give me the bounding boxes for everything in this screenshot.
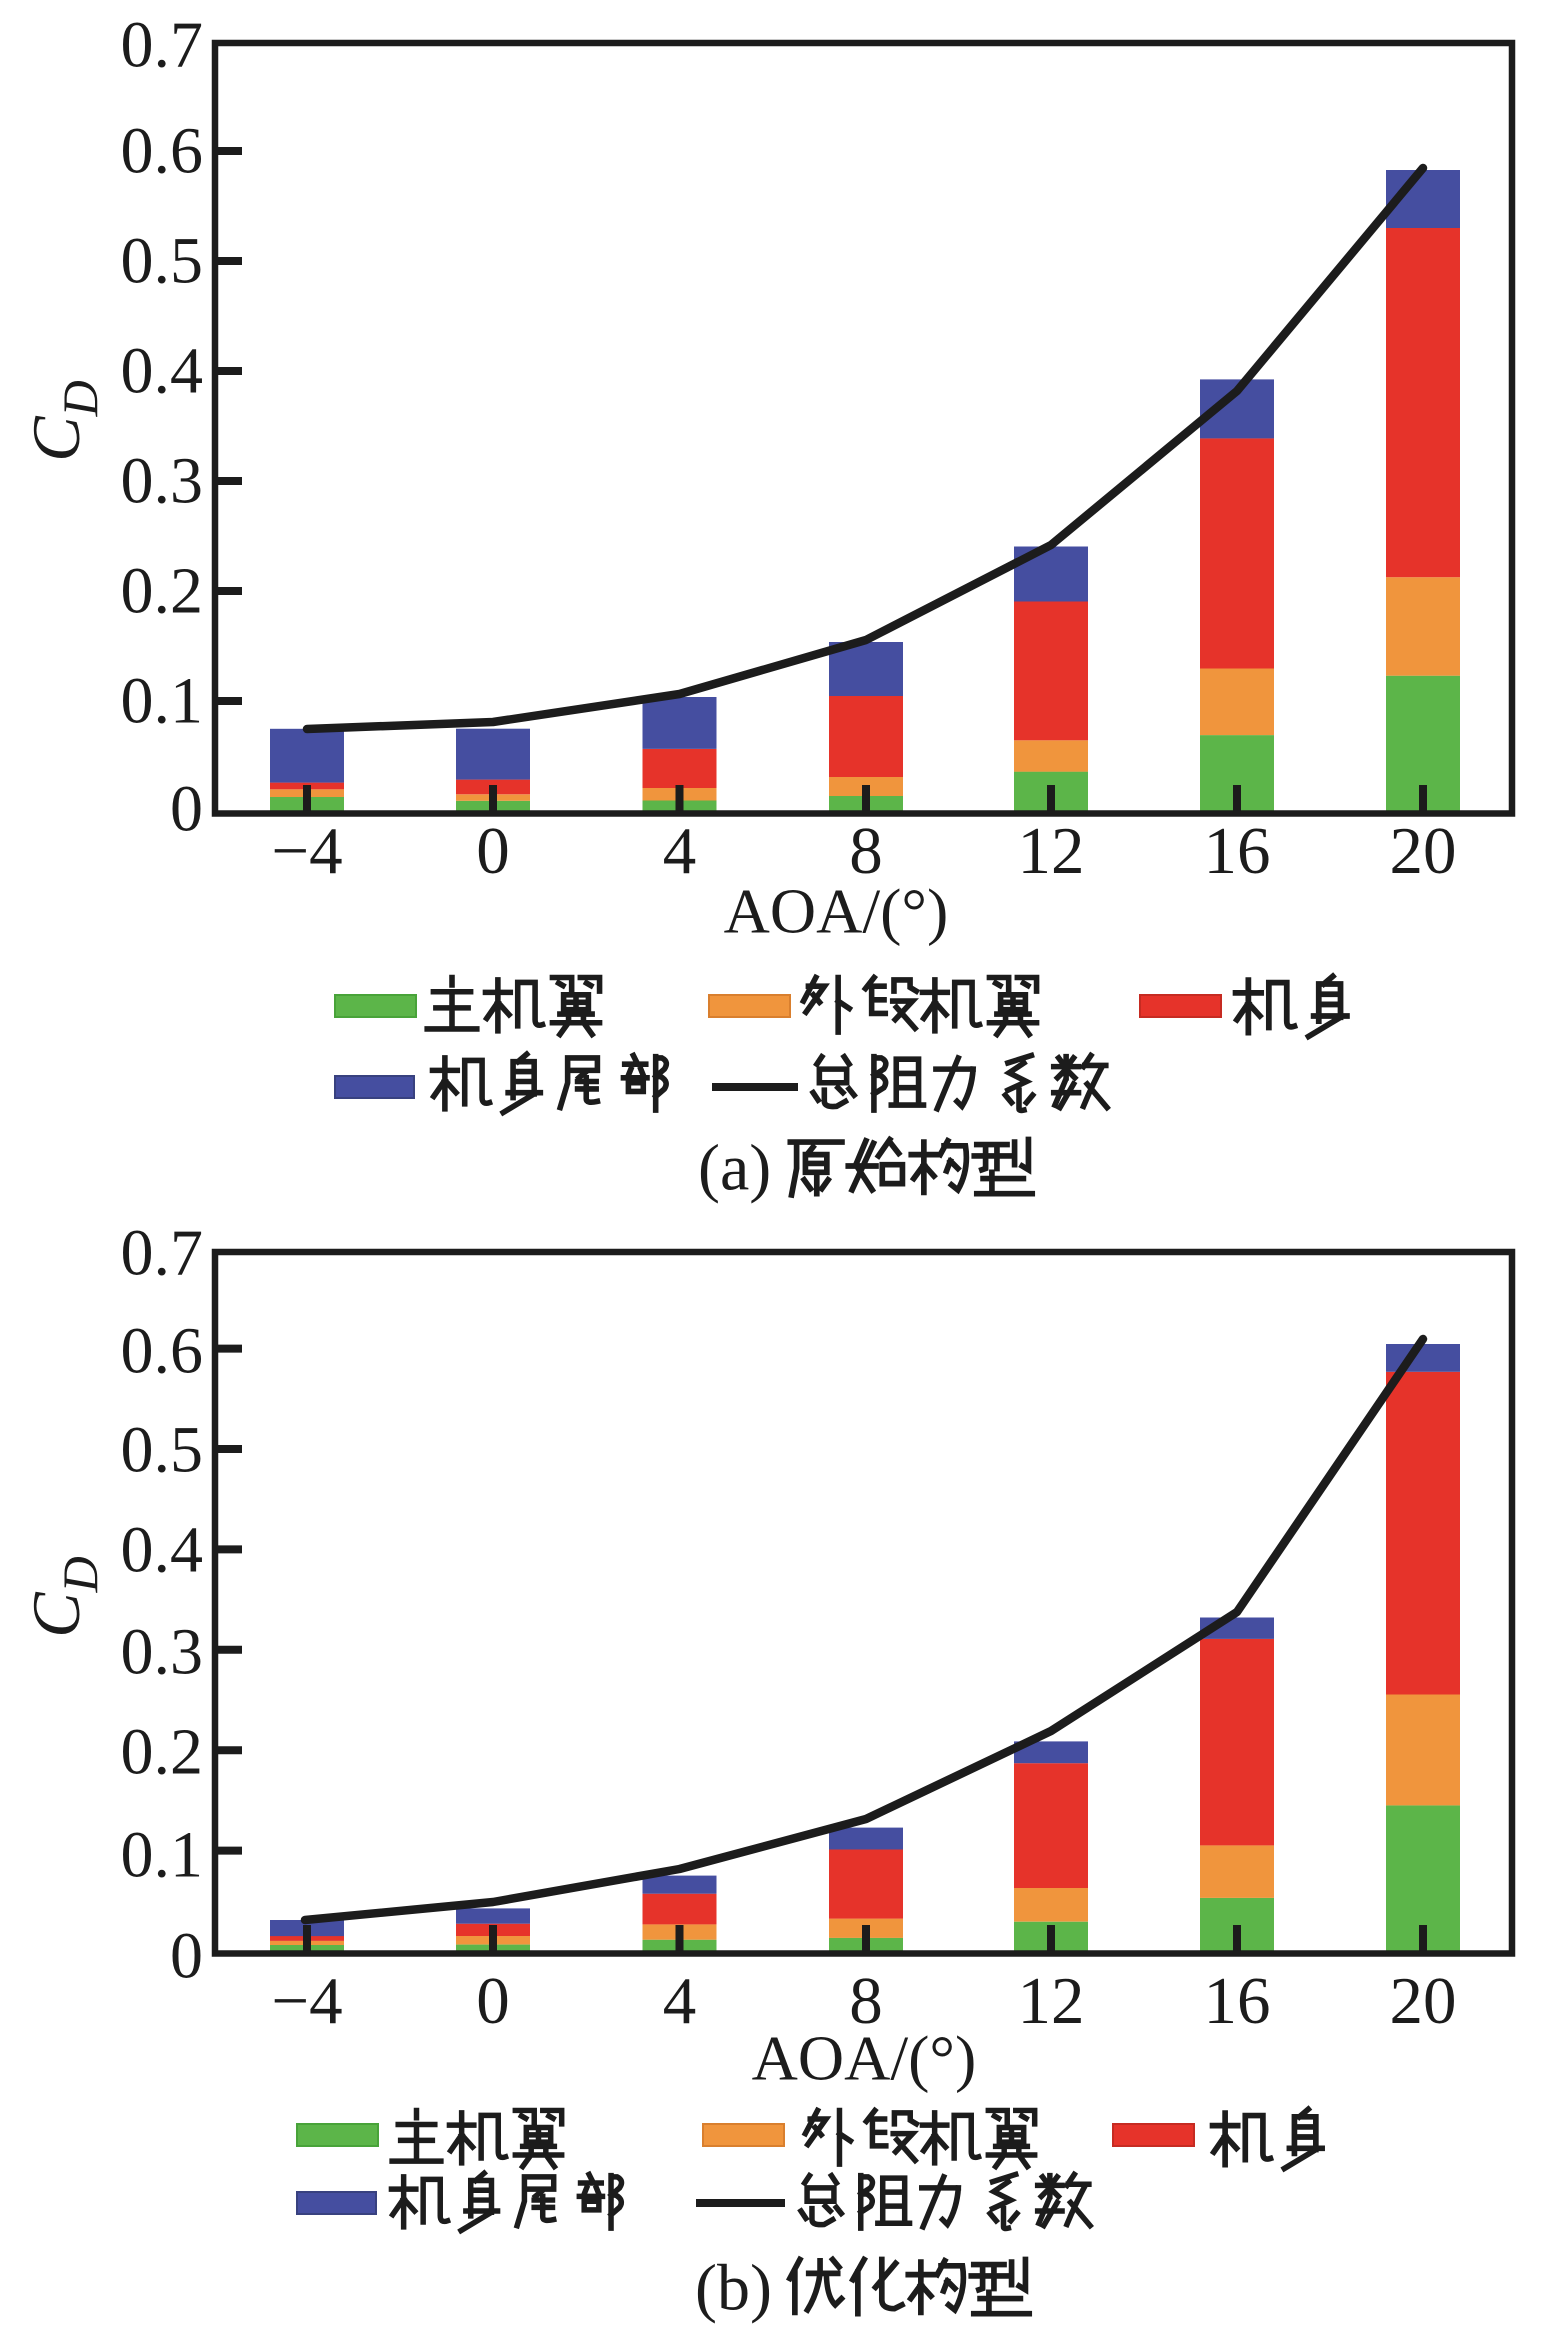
svg-text:(b): (b)	[695, 2252, 772, 2325]
svg-text:0.3: 0.3	[121, 445, 204, 518]
svg-text:AOA/(°): AOA/(°)	[724, 876, 949, 947]
svg-text:0.2: 0.2	[121, 1716, 204, 1789]
svg-text:0.1: 0.1	[121, 665, 204, 738]
svg-text:0.4: 0.4	[121, 335, 204, 408]
svg-text:12: 12	[1018, 814, 1085, 888]
svg-text:0.3: 0.3	[121, 1616, 204, 1689]
svg-text:0.1: 0.1	[121, 1819, 204, 1892]
svg-text:0.6: 0.6	[121, 115, 204, 188]
svg-text:16: 16	[1204, 1964, 1271, 2038]
svg-text:0.7: 0.7	[121, 1217, 204, 1290]
svg-text:−4: −4	[271, 1964, 342, 2038]
svg-text:0: 0	[476, 814, 510, 888]
svg-text:(a): (a)	[698, 1132, 771, 1205]
svg-text:12: 12	[1018, 1964, 1085, 2038]
svg-text:20: 20	[1390, 814, 1457, 888]
svg-text:0: 0	[170, 773, 203, 846]
svg-text:8: 8	[849, 1964, 883, 2038]
svg-text:0.6: 0.6	[121, 1315, 204, 1388]
svg-text:4: 4	[663, 814, 697, 888]
svg-text:AOA/(°): AOA/(°)	[752, 2023, 977, 2094]
svg-text:20: 20	[1390, 1964, 1457, 2038]
svg-text:4: 4	[663, 1964, 697, 2038]
svg-text:0.5: 0.5	[121, 1414, 204, 1487]
svg-text:−4: −4	[271, 814, 342, 888]
svg-text:0: 0	[476, 1964, 510, 2038]
svg-text:0: 0	[170, 1920, 203, 1993]
svg-text:0.4: 0.4	[121, 1514, 204, 1587]
svg-text:0.7: 0.7	[121, 9, 204, 82]
svg-text:0.5: 0.5	[121, 225, 204, 298]
svg-text:16: 16	[1204, 814, 1271, 888]
svg-text:8: 8	[849, 814, 883, 888]
svg-text:0.2: 0.2	[121, 555, 204, 628]
